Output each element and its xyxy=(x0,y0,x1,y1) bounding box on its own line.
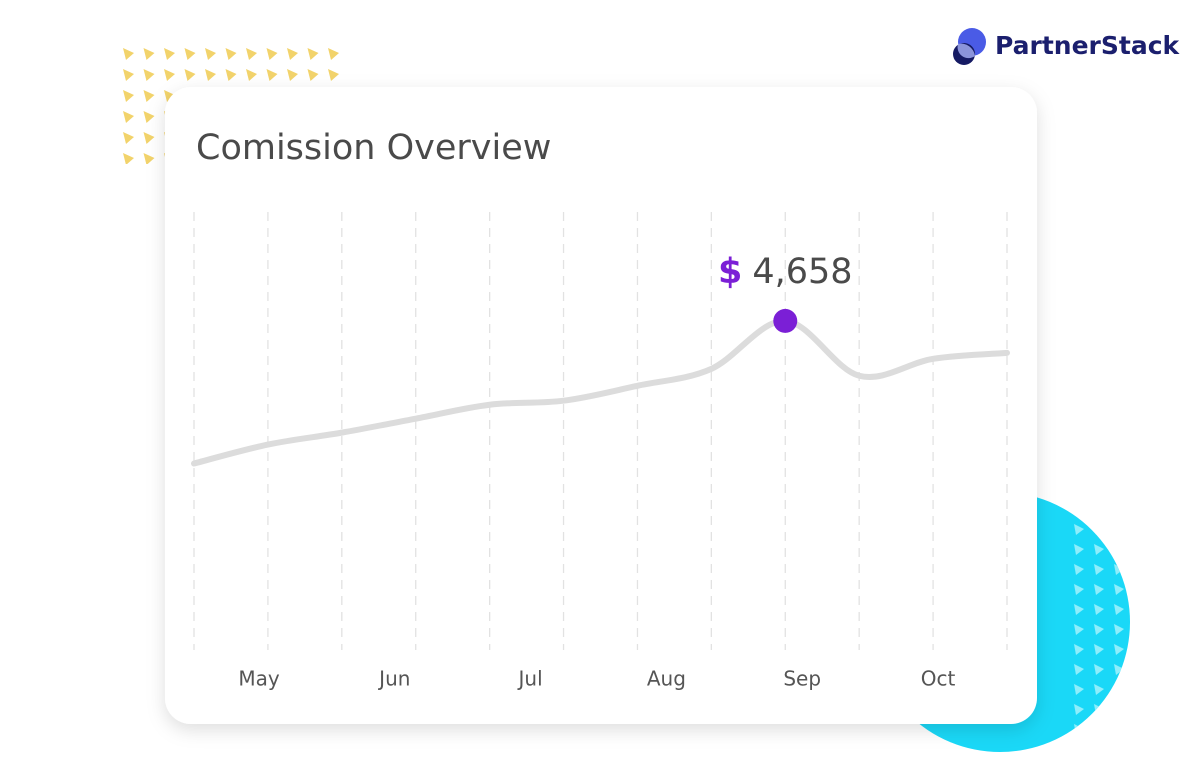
decor-pattern xyxy=(1068,518,1130,738)
x-tick-label: Oct xyxy=(921,667,956,691)
value-label-number: 4,658 xyxy=(752,252,852,292)
highlight-point xyxy=(773,308,798,333)
plot: May Jun Jul Aug Sep Oct $ 4,658 xyxy=(191,212,1010,691)
value-label-prefix: $ xyxy=(718,252,742,292)
brand-name: PartnerStack xyxy=(995,31,1181,60)
logo: PartnerStack xyxy=(953,28,1181,65)
x-tick-label: May xyxy=(238,667,280,691)
card xyxy=(165,87,1037,724)
x-tick-label: Aug xyxy=(647,667,686,691)
x-tick-label: Sep xyxy=(783,667,821,691)
chart-title: Comission Overview xyxy=(196,128,551,168)
x-tick-label: Jun xyxy=(377,667,410,691)
line xyxy=(191,317,1010,467)
x-tick-label: Jul xyxy=(517,667,543,691)
value-label: $4,658 xyxy=(718,252,853,292)
